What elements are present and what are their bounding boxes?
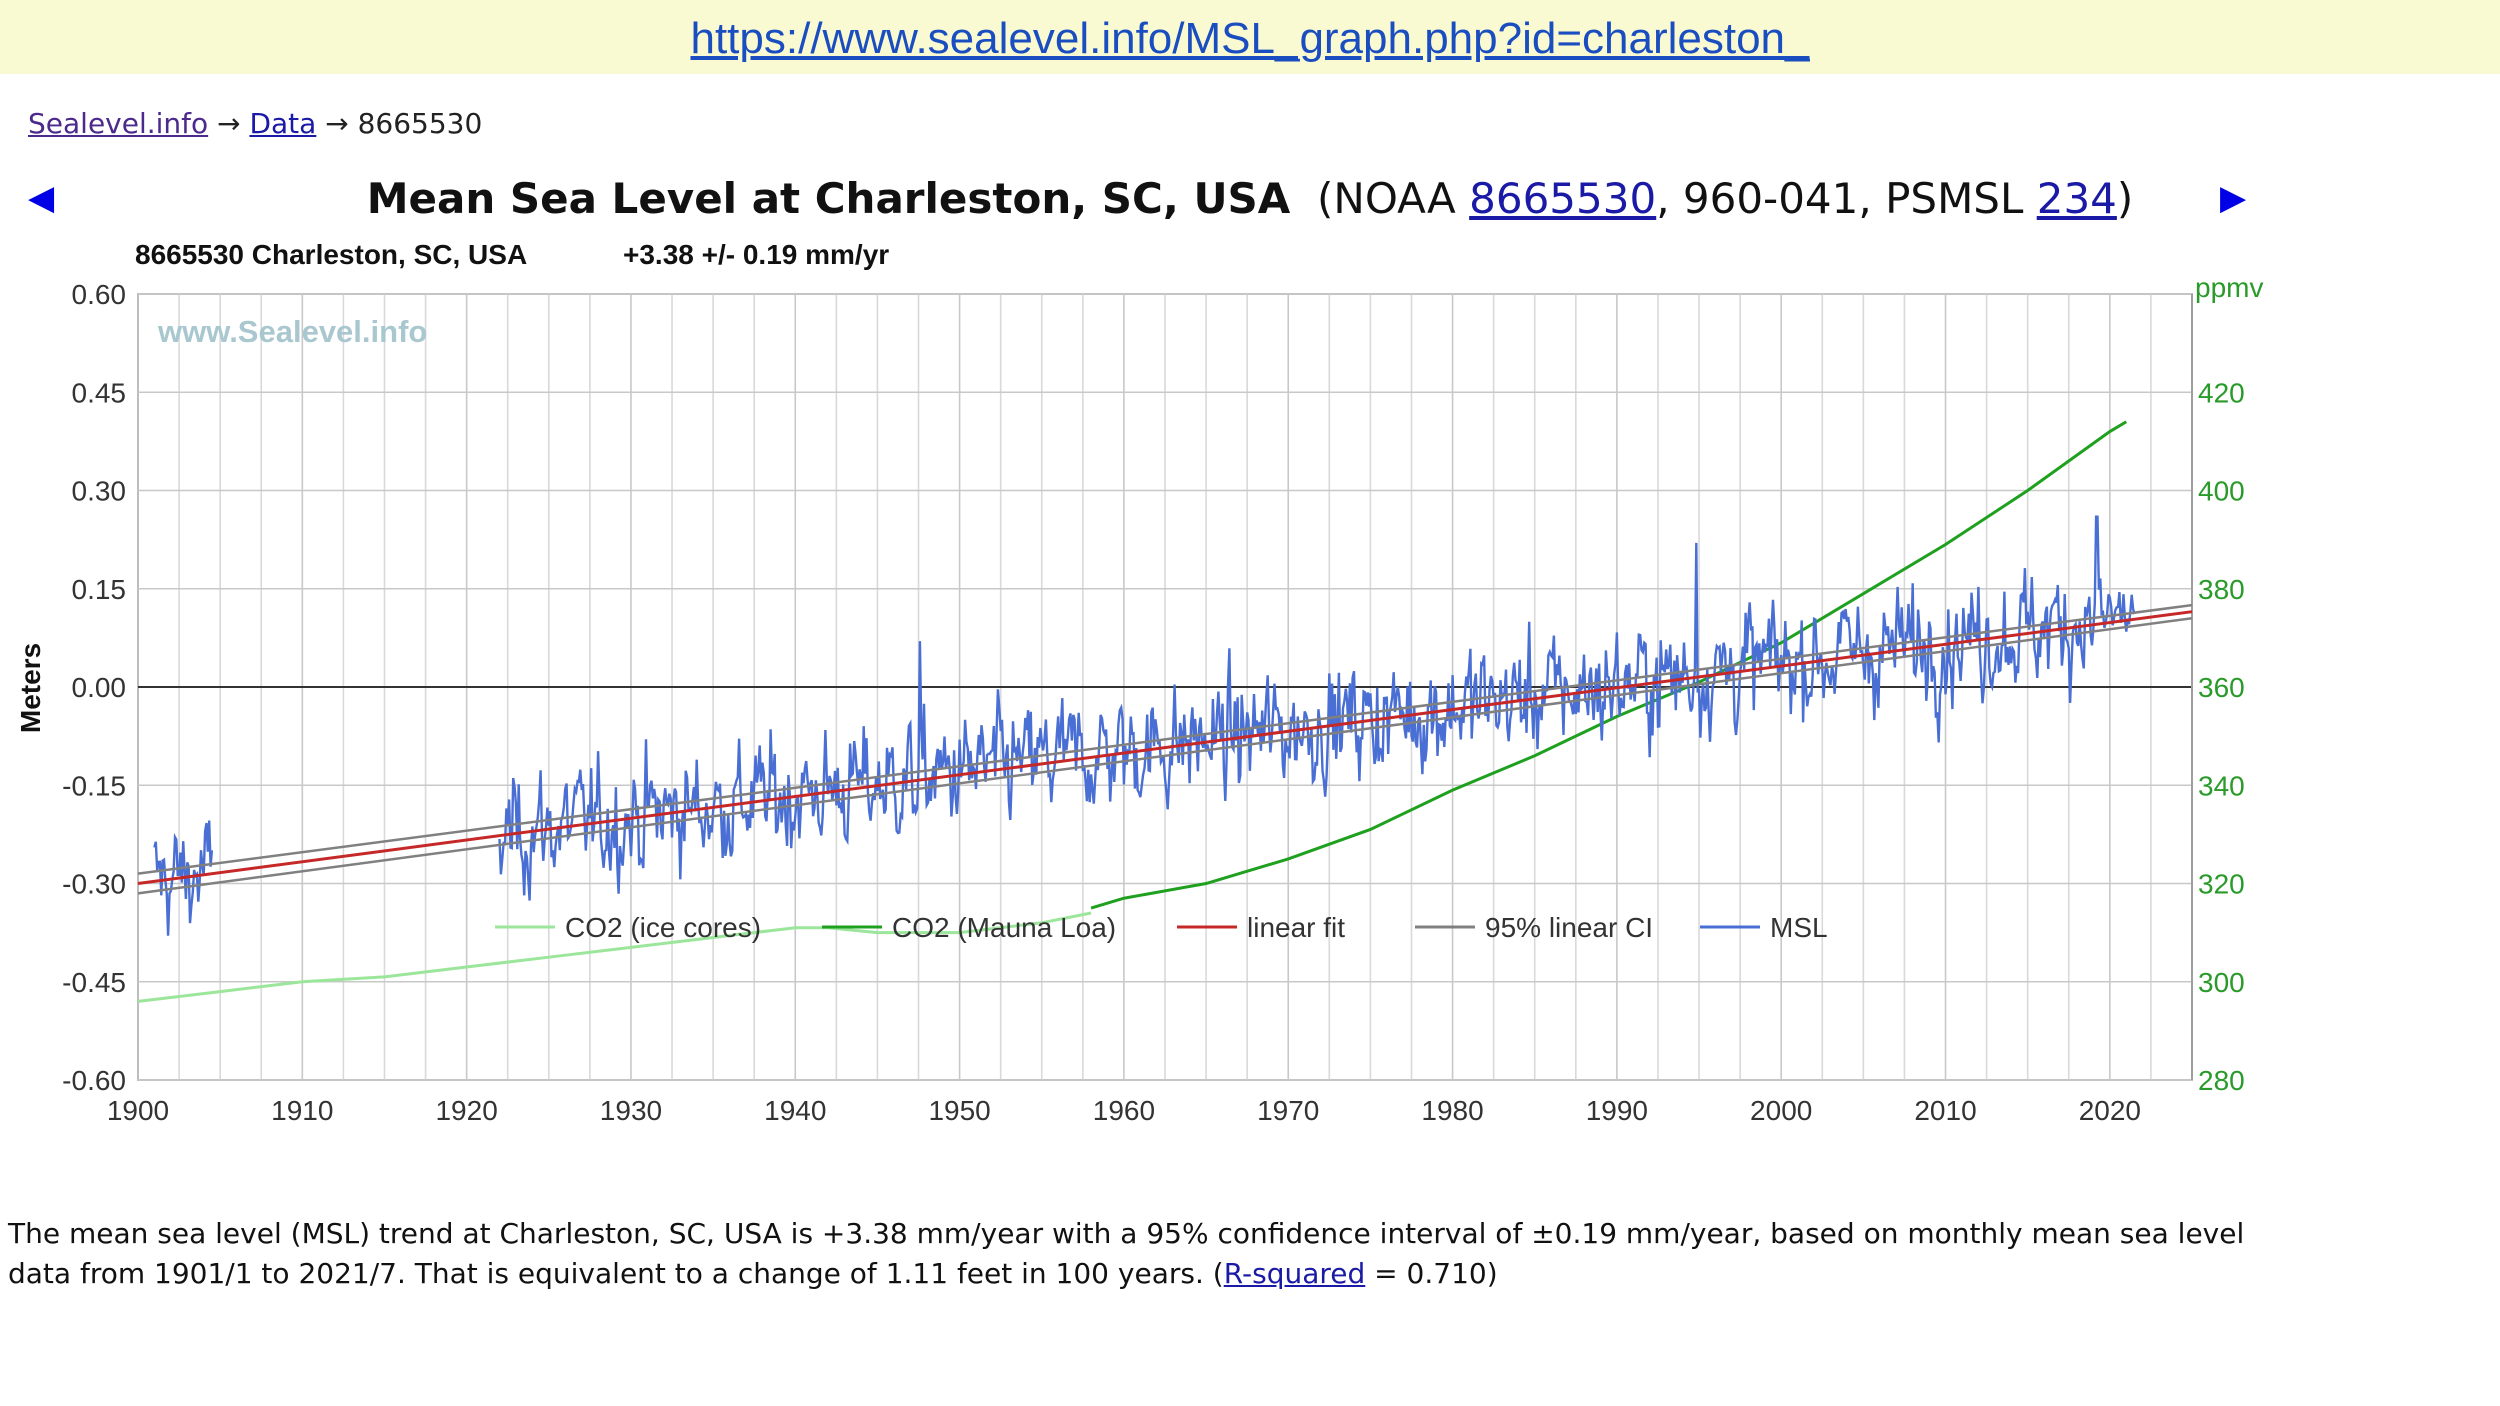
y-tick-label: -0.60: [62, 1065, 126, 1096]
url-banner: https://www.sealevel.info/MSL_graph.php?…: [0, 0, 2500, 74]
description-text-end: = 0.710): [1365, 1257, 1498, 1290]
y2-tick-label: 320: [2198, 869, 2245, 900]
chart-subtitle-station: 8665530 Charleston, SC, USA: [135, 239, 527, 270]
x-tick-label: 2010: [1914, 1095, 1976, 1126]
chart-ticks: 1900 1910 1920 1930 1940 1950 1960 1970 1980 1990…: [62, 279, 2245, 1126]
y-tick-label: -0.45: [62, 967, 126, 998]
description-text: The mean sea level (MSL) trend at Charle…: [8, 1217, 2245, 1290]
noaa-station-link[interactable]: 8665530: [1469, 174, 1657, 223]
breadcrumb-station: 8665530: [357, 107, 483, 140]
chart-legend: CO2 (ice cores) CO2 (Mauna Loa) linear fit…: [495, 912, 1828, 943]
y2-tick-label: 360: [2198, 672, 2245, 703]
ci-upper-line: [137, 603, 2193, 875]
page-title: Mean Sea Level at Charleston, SC, USA (N…: [0, 174, 2500, 223]
y-tick-label: 0.30: [72, 476, 127, 507]
y-axis-label: Meters: [15, 643, 46, 733]
legend-label: linear fit: [1247, 912, 1345, 943]
page-title-main: Mean Sea Level at Charleston, SC, USA: [366, 174, 1291, 223]
y2-axis-unit-label: ppmv: [2195, 272, 2263, 303]
breadcrumb-separator: →: [325, 107, 349, 140]
y2-tick-label: 420: [2198, 377, 2245, 408]
x-tick-label: 1940: [764, 1095, 826, 1126]
trend-description: The mean sea level (MSL) trend at Charle…: [8, 1214, 2308, 1294]
legend-label: 95% linear CI: [1485, 912, 1653, 943]
y-tick-label: 0.15: [72, 574, 127, 605]
psmsl-station-link[interactable]: 234: [2036, 174, 2117, 223]
y-tick-label: 0.60: [72, 279, 127, 310]
next-station-arrow-icon[interactable]: ▶: [2220, 178, 2247, 218]
x-tick-label: 1900: [107, 1095, 169, 1126]
y2-tick-label: 280: [2198, 1065, 2245, 1096]
legend-label: CO2 (Mauna Loa): [892, 912, 1116, 943]
co2-ice-cores-line: [137, 911, 1092, 1003]
x-tick-label: 1920: [435, 1095, 497, 1126]
page-url-link[interactable]: https://www.sealevel.info/MSL_graph.php?…: [690, 14, 1810, 63]
co2-mauna-loa-line: [1090, 420, 2128, 910]
y-tick-label: -0.30: [62, 869, 126, 900]
x-tick-label: 1990: [1586, 1095, 1648, 1126]
y2-tick-label: 400: [2198, 476, 2245, 507]
y2-tick-label: 380: [2198, 574, 2245, 605]
x-tick-label: 2000: [1750, 1095, 1812, 1126]
r-squared-link[interactable]: R-squared: [1223, 1257, 1366, 1290]
chart-watermark: www.Sealevel.info: [157, 314, 427, 349]
breadcrumb-separator: →: [217, 107, 241, 140]
x-tick-label: 2020: [2079, 1095, 2141, 1126]
title-middle: , 960-041, PSMSL: [1656, 174, 2037, 223]
title-suffix: ): [2116, 174, 2134, 223]
ci-lower-line: [137, 616, 2193, 895]
x-tick-label: 1980: [1421, 1095, 1483, 1126]
legend-label: MSL: [1770, 912, 1828, 943]
x-tick-label: 1910: [271, 1095, 333, 1126]
linear-fit-line: [137, 610, 2193, 885]
y2-tick-label: 340: [2198, 770, 2245, 801]
breadcrumb-data-link[interactable]: Data: [249, 107, 317, 140]
x-tick-label: 1960: [1093, 1095, 1155, 1126]
msl-monthly-line: [498, 515, 2136, 901]
y2-tick-label: 300: [2198, 967, 2245, 998]
legend-label: CO2 (ice cores): [565, 912, 761, 943]
title-prefix: (NOAA: [1290, 174, 1470, 223]
chart-series: [137, 420, 2193, 1003]
y-tick-label: 0.45: [72, 377, 127, 408]
y-tick-label: 0.00: [72, 672, 127, 703]
x-tick-label: 1930: [600, 1095, 662, 1126]
breadcrumb-home-link[interactable]: Sealevel.info: [28, 107, 209, 140]
breadcrumb: Sealevel.info → Data → 8665530: [28, 107, 482, 140]
x-tick-label: 1950: [928, 1095, 990, 1126]
x-tick-label: 1970: [1257, 1095, 1319, 1126]
sea-level-chart: www.Sealevel.info 8665530 Charleston, SC…: [15, 239, 2263, 1126]
y-tick-label: -0.15: [62, 770, 126, 801]
chart-subtitle-trend: +3.38 +/- 0.19 mm/yr: [623, 239, 889, 270]
chart-grid: [137, 293, 2193, 1081]
previous-station-arrow-icon[interactable]: ◀: [28, 178, 55, 218]
